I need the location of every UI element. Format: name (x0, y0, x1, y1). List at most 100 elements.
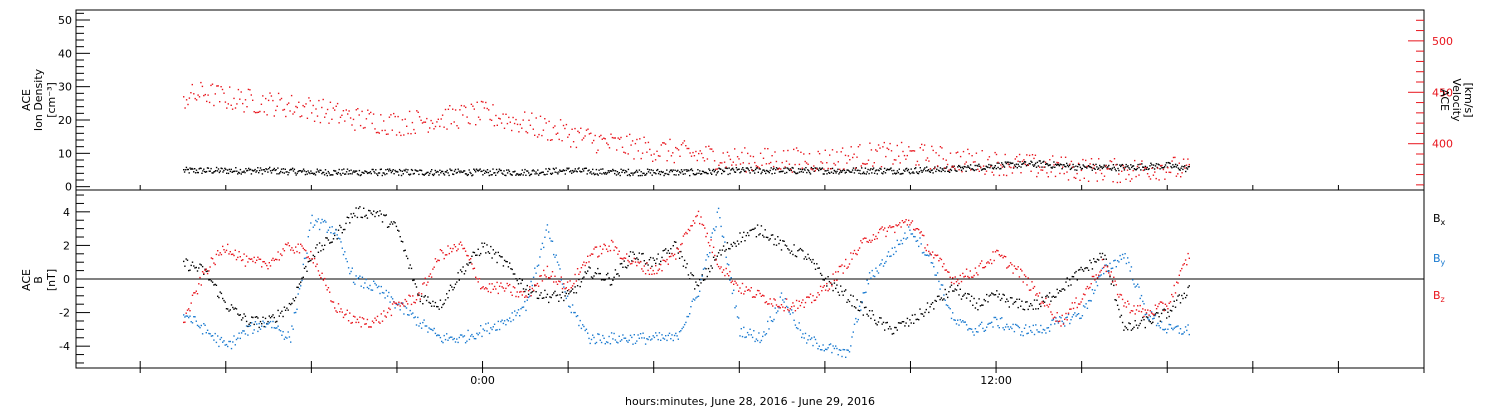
velocity-point (509, 121, 511, 123)
velocity-point (311, 112, 313, 114)
bz-point (384, 315, 386, 317)
bz-point (608, 245, 610, 247)
velocity-point (201, 85, 204, 88)
ion-density-point (389, 169, 392, 172)
ion-density-point (914, 167, 916, 170)
bx-point (310, 259, 312, 262)
velocity-point (516, 123, 519, 126)
by-point (1054, 323, 1056, 325)
velocity-point (987, 158, 989, 161)
ion-density-point (1013, 164, 1016, 166)
by-point (938, 280, 940, 283)
velocity-point (457, 127, 460, 129)
ion-density-point (618, 172, 620, 174)
density-tick-label: 10 (58, 147, 72, 160)
velocity-point (505, 113, 507, 115)
ion-density-point (420, 169, 423, 172)
velocity-point (200, 81, 202, 84)
velocity-point (736, 156, 739, 158)
ion-density-point (1068, 164, 1071, 166)
ion-density-point (323, 174, 326, 176)
velocity-point (640, 157, 642, 160)
by-point (330, 232, 332, 234)
ion-density-point (782, 170, 784, 172)
ion-density-point (981, 168, 984, 171)
velocity-point (539, 115, 542, 117)
velocity-point (902, 150, 904, 153)
ion-density-point (259, 167, 262, 169)
ion-density-point (676, 170, 678, 172)
ion-density-point (770, 167, 772, 169)
bx-point (960, 298, 963, 300)
bx-point (565, 292, 567, 295)
ion-density-point (297, 170, 299, 173)
bx-point (656, 258, 658, 260)
bx-point (1132, 328, 1134, 330)
by-point (371, 289, 374, 291)
bz-point (845, 258, 847, 261)
velocity-point (283, 108, 286, 111)
bx-point (443, 302, 445, 305)
by-point (354, 283, 356, 285)
bx-point (230, 304, 233, 306)
velocity-point (463, 105, 465, 107)
velocity-point (698, 152, 700, 155)
ion-density-point (1049, 164, 1051, 166)
velocity-point (995, 153, 998, 156)
bx-point (467, 264, 469, 266)
velocity-point (1165, 171, 1167, 173)
velocity-point (266, 114, 268, 116)
ion-density-point (325, 172, 328, 175)
bx-point (1113, 284, 1115, 287)
by-point (680, 330, 682, 332)
bz-point (437, 259, 439, 261)
bz-point (487, 290, 489, 293)
ion-density-point (1088, 165, 1090, 167)
velocity-point (782, 150, 785, 152)
bz-point (962, 272, 964, 275)
bz-point (943, 263, 945, 265)
bx-point (449, 284, 452, 286)
bx-point (822, 279, 824, 281)
by-point (259, 328, 262, 330)
by-point (818, 345, 820, 347)
ion-density-point (264, 170, 266, 173)
bz-point (534, 284, 536, 286)
ion-density-point (282, 168, 285, 170)
bz-point (462, 247, 464, 250)
ion-density-point (369, 171, 372, 173)
ion-density-point (469, 171, 471, 174)
velocity-point (1080, 169, 1083, 172)
bz-point (355, 321, 357, 324)
ion-density-point (302, 168, 305, 170)
bz-point (994, 251, 997, 253)
ion-density-point (234, 170, 236, 172)
velocity-point (731, 164, 733, 166)
velocity-point (1167, 167, 1169, 169)
bz-point (205, 268, 207, 270)
ion-density-point (200, 167, 202, 170)
velocity-point (915, 164, 917, 166)
velocity-point (436, 121, 438, 123)
velocity-point (492, 104, 494, 106)
by-point (395, 303, 398, 306)
velocity-point (968, 153, 970, 155)
ion-density-point (244, 171, 246, 174)
bx-point (837, 291, 839, 293)
bx-point (1166, 317, 1168, 319)
ion-density-point (274, 169, 276, 172)
bx-point (1118, 308, 1120, 311)
bz-point (204, 269, 206, 271)
ion-density-point (743, 170, 746, 173)
ion-density-point (422, 174, 425, 176)
bz-point (970, 276, 973, 278)
ion-density-point (299, 170, 301, 172)
ion-density-point (213, 171, 215, 173)
bz-point (1072, 307, 1075, 310)
bz-point (574, 273, 576, 276)
velocity-point (362, 127, 365, 129)
bz-point (651, 273, 653, 275)
bz-point (613, 249, 615, 252)
ion-density-point (660, 170, 662, 173)
